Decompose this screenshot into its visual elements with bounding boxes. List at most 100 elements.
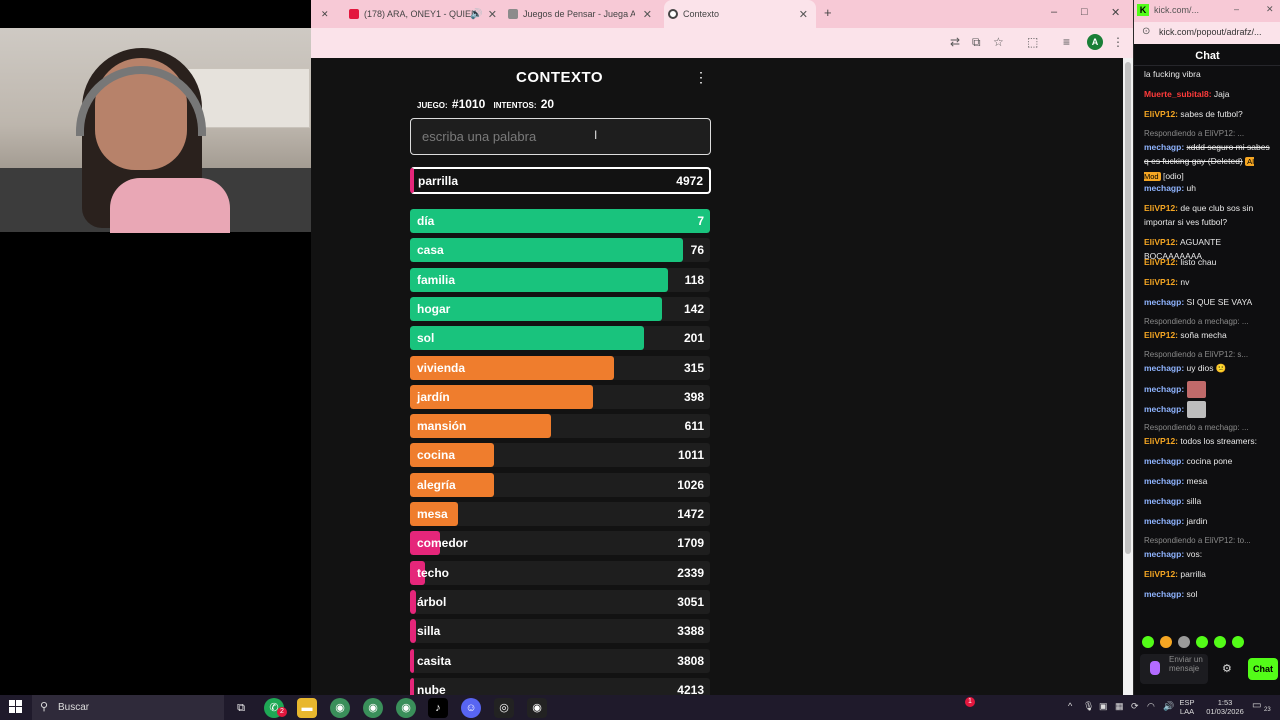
youtube-icon: [349, 9, 359, 19]
menu-icon[interactable]: ⋮: [694, 69, 708, 85]
guess-input[interactable]: [410, 118, 711, 155]
tiktok-icon[interactable]: ♪: [428, 698, 448, 718]
tab-close-icon[interactable]: ✕: [487, 8, 497, 21]
install-icon[interactable]: ⧉: [972, 35, 981, 49]
file-explorer-icon[interactable]: ▬: [297, 698, 317, 718]
obs-icon[interactable]: ◎: [494, 698, 514, 718]
chat-username[interactable]: mechagp:: [1144, 142, 1185, 152]
emote-icon[interactable]: [1196, 636, 1208, 648]
tab-close-icon[interactable]: ✕: [798, 8, 808, 21]
minimize-button[interactable]: –: [1051, 6, 1058, 18]
discord-icon[interactable]: ☺: [461, 698, 481, 718]
reply-text: Respondiendo a EliVP12: to...: [1144, 536, 1251, 545]
last-guess-row: parrilla 4972: [410, 167, 711, 194]
chat-username[interactable]: EliVP12:: [1144, 436, 1179, 446]
chat-username[interactable]: EliVP12:: [1144, 330, 1179, 340]
chat-username[interactable]: EliVP12:: [1144, 237, 1179, 247]
chat-text: parrilla: [1180, 569, 1206, 579]
chat-username[interactable]: EliVP12:: [1144, 109, 1179, 119]
address-bar[interactable]: ⇄ ⧉ ☆ ⬚ ≡ A ⋮: [311, 28, 1133, 58]
sync-icon[interactable]: ⟳: [1131, 701, 1139, 711]
microphone-icon[interactable]: 🎙: [1083, 701, 1095, 711]
chat-username[interactable]: mechagp:: [1144, 297, 1185, 307]
chrome-icon[interactable]: ◉: [330, 698, 350, 718]
chat-username[interactable]: mechagp:: [1144, 183, 1185, 193]
clock[interactable]: 1:53 01/03/2026: [1200, 698, 1250, 716]
extensions-icon[interactable]: ⬚: [1027, 35, 1039, 49]
browser-menu-icon[interactable]: ⋮: [1112, 35, 1124, 49]
guess-word: techo: [417, 566, 450, 580]
similarity-bar: [410, 619, 416, 643]
guess-row: hogar 142: [410, 297, 710, 321]
chat-message: EliVP12: listo chau: [1144, 255, 1272, 269]
wifi-icon[interactable]: ◠: [1147, 701, 1155, 711]
chat-username[interactable]: Muerte_subital8:: [1144, 89, 1212, 99]
chrome-icon[interactable]: ◉: [396, 698, 416, 718]
maximize-button[interactable]: □: [1081, 6, 1088, 18]
site-info-icon[interactable]: ⊙: [1142, 26, 1151, 37]
chat-username[interactable]: mechagp:: [1144, 456, 1185, 466]
contexto-icon: [668, 9, 678, 19]
windows-start-icon[interactable]: [9, 700, 23, 714]
chat-username[interactable]: EliVP12:: [1144, 203, 1179, 213]
gear-icon[interactable]: ⚙: [1222, 663, 1232, 675]
region-code: LAA: [1179, 707, 1195, 716]
close-window-button[interactable]: ✕: [1111, 7, 1121, 19]
close-window-button[interactable]: ✕: [1266, 4, 1274, 14]
chat-username[interactable]: mechagp:: [1144, 383, 1185, 394]
reply-text: Respondiendo a mechagp: ...: [1144, 423, 1249, 432]
translate-icon[interactable]: ⇄: [950, 35, 961, 49]
chat-username[interactable]: mechagp:: [1144, 516, 1185, 526]
chat-username[interactable]: EliVP12:: [1144, 257, 1179, 267]
task-view-icon[interactable]: ⧉: [237, 702, 245, 714]
notification-icon[interactable]: ▭: [1252, 700, 1262, 711]
language-indicator[interactable]: ESP LAA: [1176, 698, 1198, 716]
chat-username[interactable]: mechagp:: [1144, 496, 1185, 506]
chat-username[interactable]: mechagp:: [1144, 549, 1185, 559]
audio-icon[interactable]: 🔊: [470, 8, 483, 20]
tab-close-icon[interactable]: ✕: [642, 8, 652, 21]
bookmark-star-icon[interactable]: ☆: [993, 35, 1004, 49]
chat-message: mechagp: uy dios 😕: [1144, 361, 1272, 375]
guess-word: sol: [417, 331, 435, 345]
emote-icon[interactable]: [1142, 636, 1154, 648]
emote-icon[interactable]: [1160, 636, 1172, 648]
chat-input[interactable]: Enviar un mensaje: [1140, 654, 1208, 684]
media-control-icon[interactable]: ≡: [1063, 35, 1071, 49]
tab-contexto[interactable]: Contexto ✕: [664, 0, 816, 28]
chat-username[interactable]: mechagp:: [1144, 589, 1185, 599]
chat-username[interactable]: EliVP12:: [1144, 277, 1179, 287]
chat-tab-title[interactable]: kick.com/...: [1154, 5, 1200, 15]
chat-url[interactable]: kick.com/popout/adrafz/...: [1159, 27, 1262, 37]
new-tab-button[interactable]: +: [824, 5, 832, 20]
notification-count: 23: [1264, 707, 1271, 713]
tray-overflow-icon[interactable]: ^: [1068, 701, 1073, 711]
chat-username[interactable]: mechagp:: [1144, 363, 1185, 373]
last-guess-rank: 4972: [676, 174, 703, 188]
network-icon[interactable]: ▦: [1115, 701, 1124, 711]
scrollbar-thumb[interactable]: [1125, 62, 1131, 554]
chat-send-button[interactable]: Chat: [1248, 658, 1278, 680]
chat-message-list[interactable]: la fucking vibra Muerte_subital8: Jaja Eli…: [1144, 67, 1272, 627]
profile-avatar[interactable]: A: [1087, 34, 1103, 50]
chat-username[interactable]: EliVP12:: [1144, 569, 1179, 579]
volume-icon[interactable]: 🔊: [1163, 701, 1175, 711]
minimize-button[interactable]: –: [1234, 4, 1240, 14]
taskbar-search[interactable]: ⚲ Buscar: [32, 695, 224, 720]
emote-icon[interactable]: [1178, 636, 1190, 648]
tab-close-icon[interactable]: ✕: [321, 8, 329, 19]
chat-tab-bar: K kick.com/... – ✕: [1134, 0, 1280, 22]
chat-address-bar[interactable]: ⊙ kick.com/popout/adrafz/...: [1134, 22, 1280, 44]
chat-username[interactable]: mechagp:: [1144, 403, 1185, 414]
tab-youtube[interactable]: (178) ARA, ONEY1 - QUIERO 🔊 ✕: [349, 0, 505, 28]
chat-username[interactable]: mechagp:: [1144, 476, 1185, 486]
app-icon[interactable]: ◉: [527, 698, 547, 718]
tray-app-icon[interactable]: ▣: [1099, 701, 1108, 711]
emote-icon[interactable]: [1214, 636, 1226, 648]
emote-icon[interactable]: [1232, 636, 1244, 648]
chrome-icon[interactable]: ◉: [363, 698, 383, 718]
microphone-icon[interactable]: [1150, 661, 1160, 675]
tab-juegos-de-pensar[interactable]: Juegos de Pensar - Juega Anon ✕: [508, 0, 660, 28]
language-code: ESP: [1179, 698, 1195, 707]
chat-message: mechagp: silla: [1144, 494, 1272, 508]
